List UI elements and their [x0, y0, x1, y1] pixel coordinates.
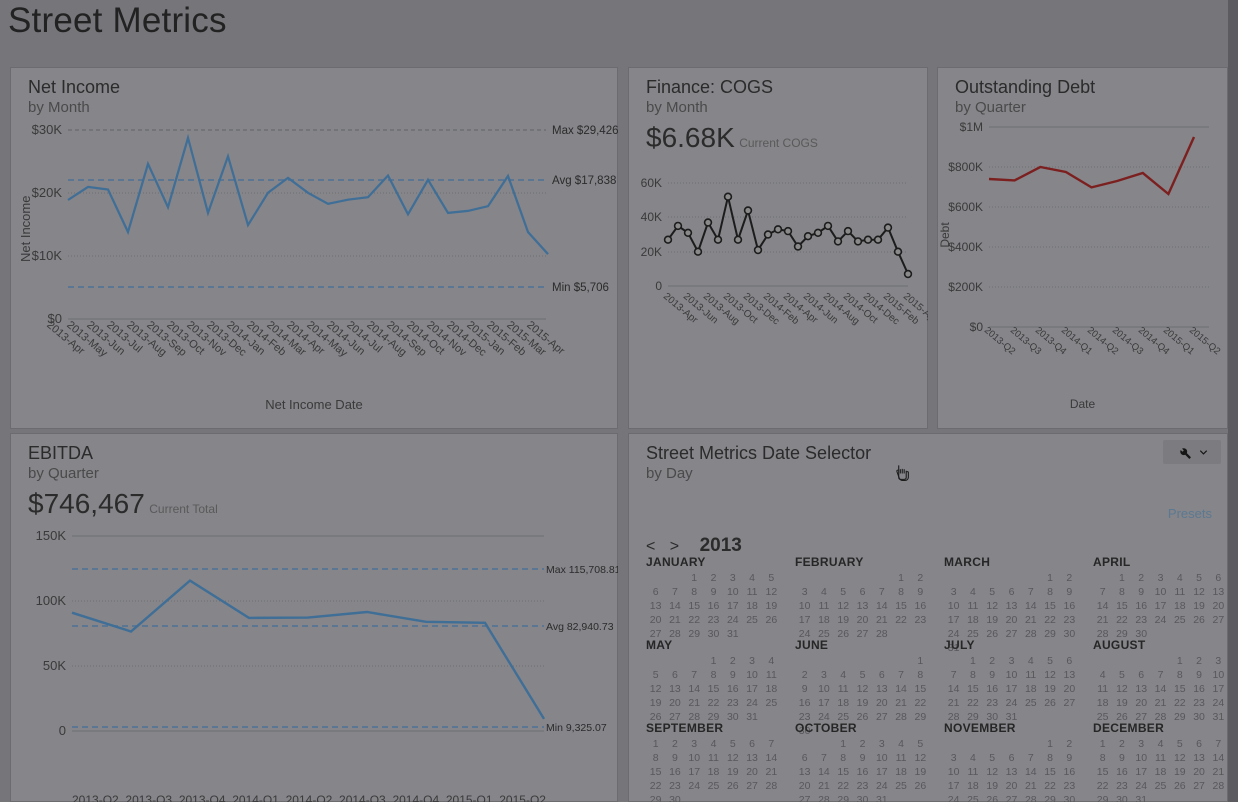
svg-text:$20K: $20K — [32, 185, 63, 200]
svg-text:$200K: $200K — [948, 280, 983, 294]
svg-text:40K: 40K — [641, 210, 662, 224]
svg-text:60K: 60K — [641, 176, 662, 190]
svg-text:$10K: $10K — [32, 248, 63, 263]
svg-text:Min 9,325.07: Min 9,325.07 — [546, 722, 607, 734]
svg-text:$1M: $1M — [960, 120, 983, 134]
svg-text:$600K: $600K — [948, 200, 983, 214]
svg-text:Avg $17,838: Avg $17,838 — [552, 175, 616, 187]
svg-text:100K: 100K — [36, 593, 67, 608]
svg-text:Net Income: Net Income — [18, 196, 33, 262]
svg-text:Avg 82,940.73: Avg 82,940.73 — [546, 621, 614, 633]
svg-text:0: 0 — [59, 723, 66, 738]
svg-text:Max 115,708.81: Max 115,708.81 — [546, 564, 618, 576]
svg-text:$0: $0 — [970, 320, 984, 334]
svg-text:0: 0 — [655, 279, 662, 293]
svg-text:$800K: $800K — [948, 160, 983, 174]
svg-text:Min $5,706: Min $5,706 — [552, 282, 609, 294]
svg-text:20K: 20K — [641, 245, 662, 259]
svg-text:$400K: $400K — [948, 240, 983, 254]
svg-text:150K: 150K — [36, 528, 67, 543]
svg-text:Max $29,426: Max $29,426 — [552, 125, 618, 137]
svg-text:Debt: Debt — [938, 222, 952, 248]
svg-text:50K: 50K — [43, 658, 66, 673]
svg-text:$30K: $30K — [32, 122, 63, 137]
